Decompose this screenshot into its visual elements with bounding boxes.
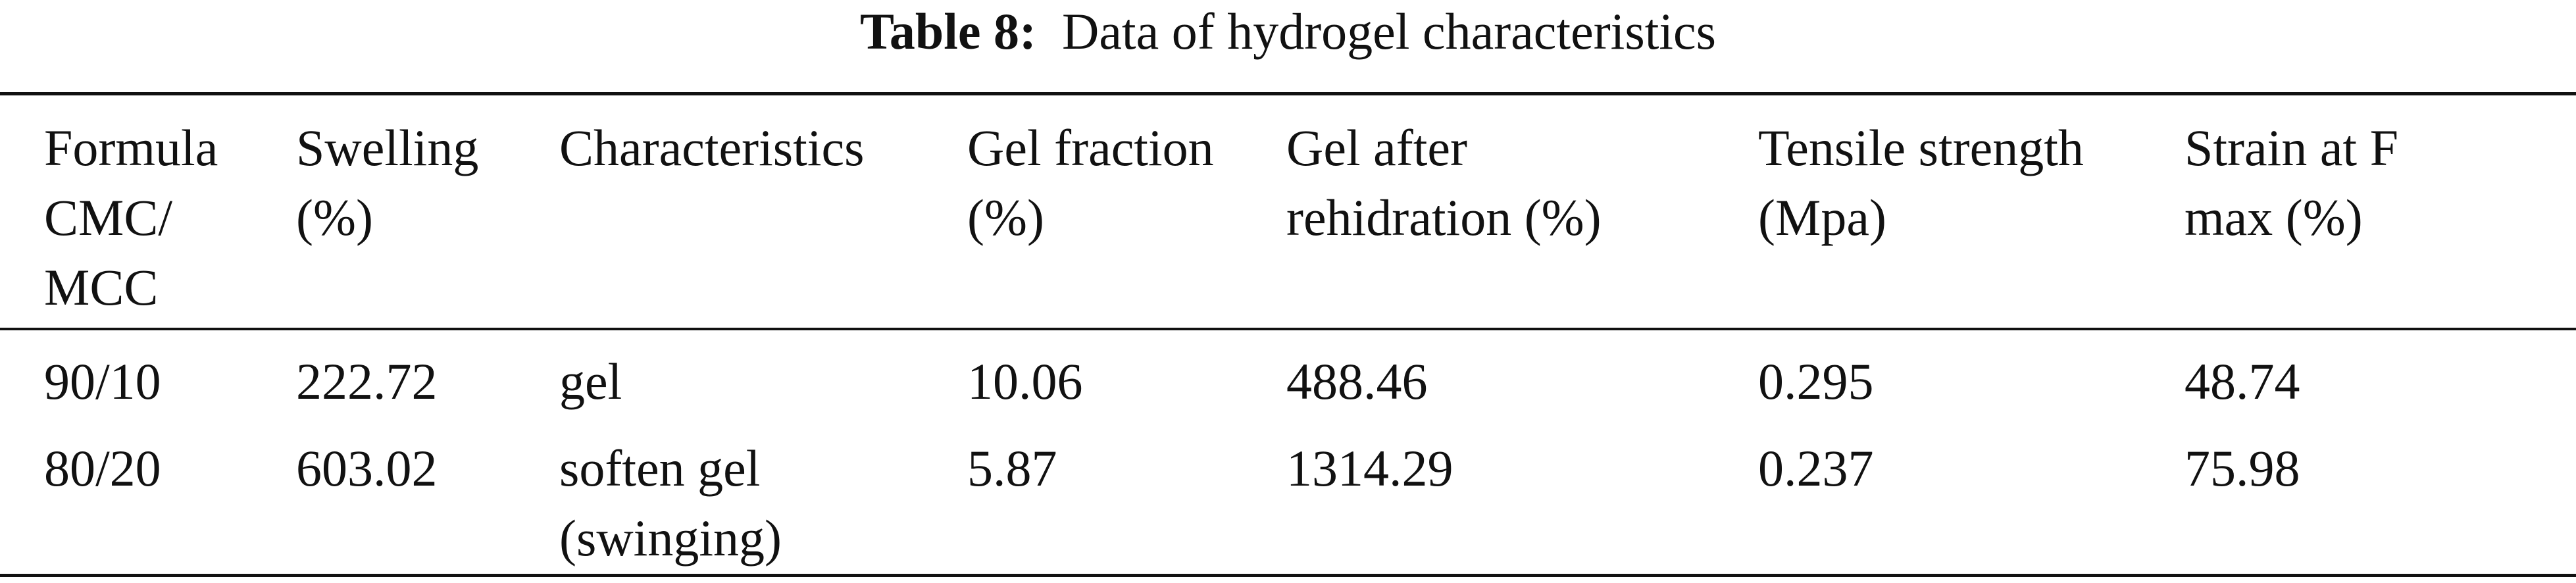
header-cell: Characteristics	[559, 119, 865, 176]
table-cell: 90/10	[44, 353, 161, 410]
table-cell: 603.02	[296, 440, 438, 497]
table-cell: 222.72	[296, 353, 438, 410]
header-cell: Formula CMC/ MCC	[44, 119, 218, 316]
header-cell: Gel fraction (%)	[967, 119, 1214, 246]
table-cell: 0.295	[1758, 353, 1874, 410]
table-cell: 10.06	[967, 353, 1083, 410]
table-cell: 1314.29	[1286, 440, 1453, 497]
table-cell: soften gel (swinging)	[559, 440, 782, 567]
bottom-rule	[0, 574, 2576, 577]
header-cell: Strain at F max (%)	[2185, 119, 2398, 246]
table-cell: 0.237	[1758, 440, 1874, 497]
caption-label: Table 8:	[859, 3, 1036, 60]
table-cell: 488.46	[1286, 353, 1428, 410]
caption-text: Data of hydrogel characteristics	[1061, 3, 1717, 60]
header-rule	[0, 328, 2576, 330]
table-cell: 48.74	[2185, 353, 2300, 410]
header-cell: Gel after rehidration (%)	[1286, 119, 1602, 246]
header-cell: Tensile strength (Mpa)	[1758, 119, 2084, 246]
table-cell: 5.87	[967, 440, 1057, 497]
table-caption: Table 8: Data of hydrogel characteristic…	[0, 0, 2576, 63]
table-cell: 75.98	[2185, 440, 2300, 497]
header-cell: Swelling (%)	[296, 119, 479, 246]
table-cell: gel	[559, 353, 622, 410]
top-rule	[0, 92, 2576, 95]
table-cell: 80/20	[44, 440, 161, 497]
